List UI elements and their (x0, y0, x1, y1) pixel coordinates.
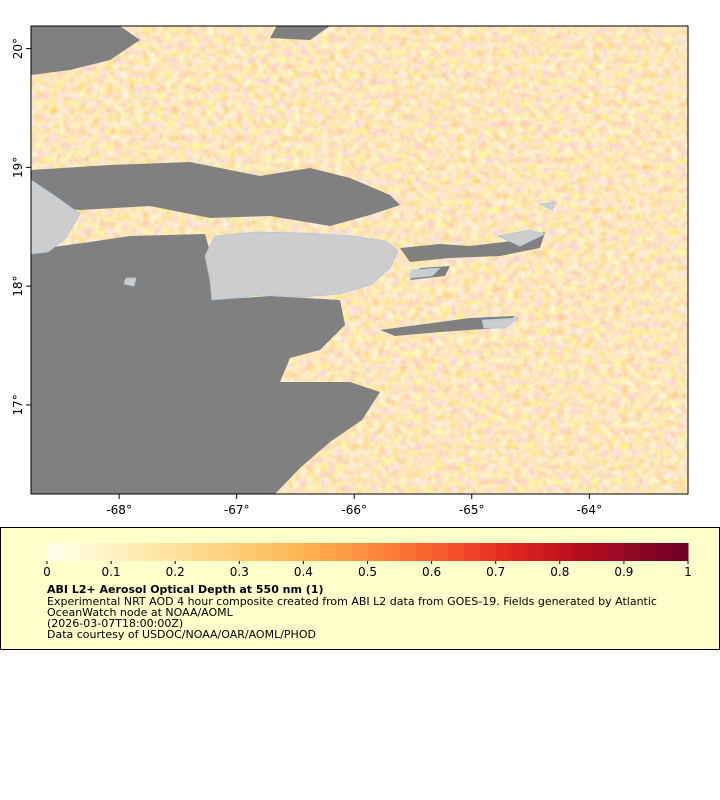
colorbar-cell (383, 543, 401, 561)
colorbar-cell (543, 543, 561, 561)
colorbar-cell (79, 543, 96, 561)
legend-title: ABI L2+ Aerosol Optical Depth at 550 nm … (47, 583, 324, 596)
colorbar-cell (527, 543, 545, 561)
colorbar-cell (591, 543, 609, 561)
x-tick-label: -68° (106, 503, 132, 517)
y-tick-label: 20° (11, 38, 25, 59)
colorbar-cell (143, 543, 160, 561)
colorbar-cell (431, 543, 449, 561)
colorbar-cell (351, 543, 368, 561)
x-tick-label: -65° (459, 503, 485, 517)
x-tick-label: -67° (224, 503, 250, 517)
colorbar-cell (127, 543, 144, 561)
y-tick-label: 18° (11, 275, 25, 296)
land (31, 179, 557, 329)
colorbar-cell (175, 543, 192, 561)
colorbar-tick-label: 0.9 (614, 565, 633, 579)
colorbar-cell (111, 543, 128, 561)
colorbar-cell (479, 543, 497, 561)
y-tick-label: 19° (11, 157, 25, 178)
colorbar-cell (367, 543, 385, 561)
colorbar-cell (335, 543, 352, 561)
colorbar-tick-label: 0.8 (550, 565, 569, 579)
y-tick-label: 17° (11, 394, 25, 415)
colorbar-tick-label: 0.6 (422, 565, 441, 579)
colorbar-cell (271, 543, 288, 561)
colorbar-cell (559, 543, 577, 561)
colorbar-cell (63, 543, 80, 561)
colorbar-cell (671, 543, 689, 561)
colorbar-cell (223, 543, 240, 561)
colorbar-cell (239, 543, 256, 561)
colorbar-cell (607, 543, 625, 561)
colorbar-cell (207, 543, 224, 561)
colorbar-cell (511, 543, 529, 561)
colorbar-tick-label: 0.5 (358, 565, 377, 579)
colorbar-tick-label: 0.1 (102, 565, 121, 579)
colorbar-cell (303, 543, 320, 561)
colorbar-tick-label: 0.7 (486, 565, 505, 579)
colorbar-tick-label: 0.3 (230, 565, 249, 579)
colorbar-cell (575, 543, 593, 561)
no-data (31, 26, 545, 494)
colorbar-tick-label: 0 (43, 565, 51, 579)
colorbar-cell (255, 543, 272, 561)
map-frame (30, 25, 689, 495)
legend-line: (2026-03-07T18:00:00Z) (47, 617, 183, 630)
legend-line: Experimental NRT AOD 4 hour composite cr… (47, 595, 657, 608)
colorbar-cell (191, 543, 208, 561)
x-tick-label: -66° (341, 503, 367, 517)
map (31, 26, 688, 494)
colorbar-tick-label: 1 (684, 565, 692, 579)
colorbar-cell (463, 543, 481, 561)
colorbar-cell (639, 543, 657, 561)
x-tick-label: -64° (576, 503, 602, 517)
legend-line: Data courtesy of USDOC/NOAA/OAR/AOML/PHO… (47, 628, 316, 641)
legend-line: OceanWatch node at NOAA/AOML (47, 606, 234, 619)
colorbar-cell (287, 543, 304, 561)
colorbar-tick-label: 0.4 (294, 565, 313, 579)
colorbar-cell (495, 543, 513, 561)
colorbar-cell (319, 543, 336, 561)
colorbar-cell (623, 543, 641, 561)
colorbar-cell (47, 543, 64, 561)
colorbar-cell (655, 543, 673, 561)
colorbar-cell (399, 543, 417, 561)
colorbar-tick-label: 0.2 (166, 565, 185, 579)
colorbar-cell (95, 543, 112, 561)
colorbar-cell (159, 543, 176, 561)
colorbar-cell (447, 543, 465, 561)
colorbar-cell (415, 543, 433, 561)
